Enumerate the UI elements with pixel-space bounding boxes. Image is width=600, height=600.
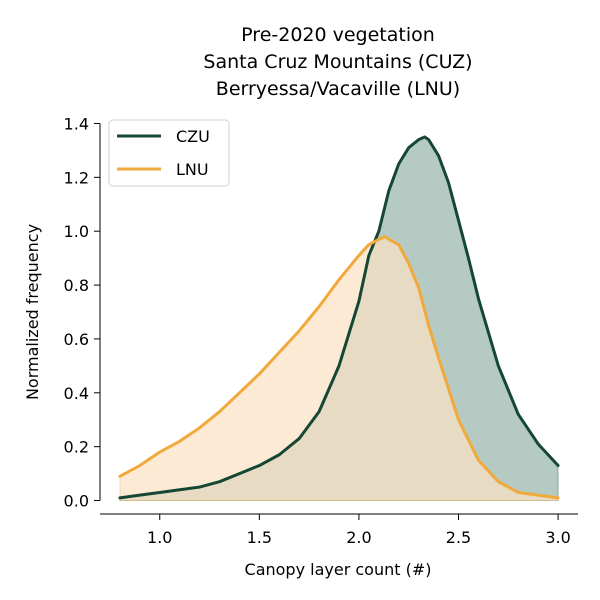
legend-label-czu: CZU bbox=[176, 127, 210, 146]
y-tick-label: 1.0 bbox=[64, 222, 89, 241]
chart-title: Pre-2020 vegetation Santa Cruz Mountains… bbox=[203, 24, 472, 100]
chart-title-line-3: Berryessa/Vacaville (LNU) bbox=[216, 78, 460, 100]
legend: CZU LNU bbox=[108, 119, 230, 187]
y-ticks: 0.0 0.2 0.4 0.6 0.8 1.0 1.2 1.4 bbox=[64, 114, 100, 511]
x-tick-label: 2.5 bbox=[446, 528, 471, 547]
series-line-lnu bbox=[118, 235, 560, 500]
x-tick-label: 2.0 bbox=[346, 528, 371, 547]
chart-title-line-1: Pre-2020 vegetation bbox=[241, 24, 435, 46]
x-axis-label: Canopy layer count (#) bbox=[245, 560, 432, 579]
legend-frame bbox=[108, 119, 230, 187]
y-tick-label: 0.6 bbox=[64, 330, 89, 349]
axes: 1.0 1.5 2.0 2.5 3.0 0.0 0.2 0.4 0.6 0.8 1.0 1.2 1.4 bbox=[64, 114, 578, 547]
y-tick-label: 1.4 bbox=[64, 114, 89, 133]
series-lines bbox=[118, 135, 560, 500]
chart-title-line-2: Santa Cruz Mountains (CUZ) bbox=[203, 51, 472, 73]
series-areas bbox=[119, 136, 559, 502]
x-tick-label: 1.0 bbox=[147, 528, 172, 547]
y-tick-label: 0.4 bbox=[64, 384, 89, 403]
x-ticks: 1.0 1.5 2.0 2.5 3.0 bbox=[147, 514, 571, 547]
legend-label-lnu: LNU bbox=[176, 160, 209, 179]
y-tick-label: 1.2 bbox=[64, 168, 89, 187]
x-tick-label: 1.5 bbox=[247, 528, 272, 547]
x-tick-label: 3.0 bbox=[545, 528, 570, 547]
y-tick-label: 0.0 bbox=[64, 492, 89, 511]
series-line-czu bbox=[118, 135, 560, 500]
y-tick-label: 0.2 bbox=[64, 438, 89, 457]
y-tick-label: 0.8 bbox=[64, 276, 89, 295]
y-axis-label: Normalized frequency bbox=[23, 224, 42, 400]
